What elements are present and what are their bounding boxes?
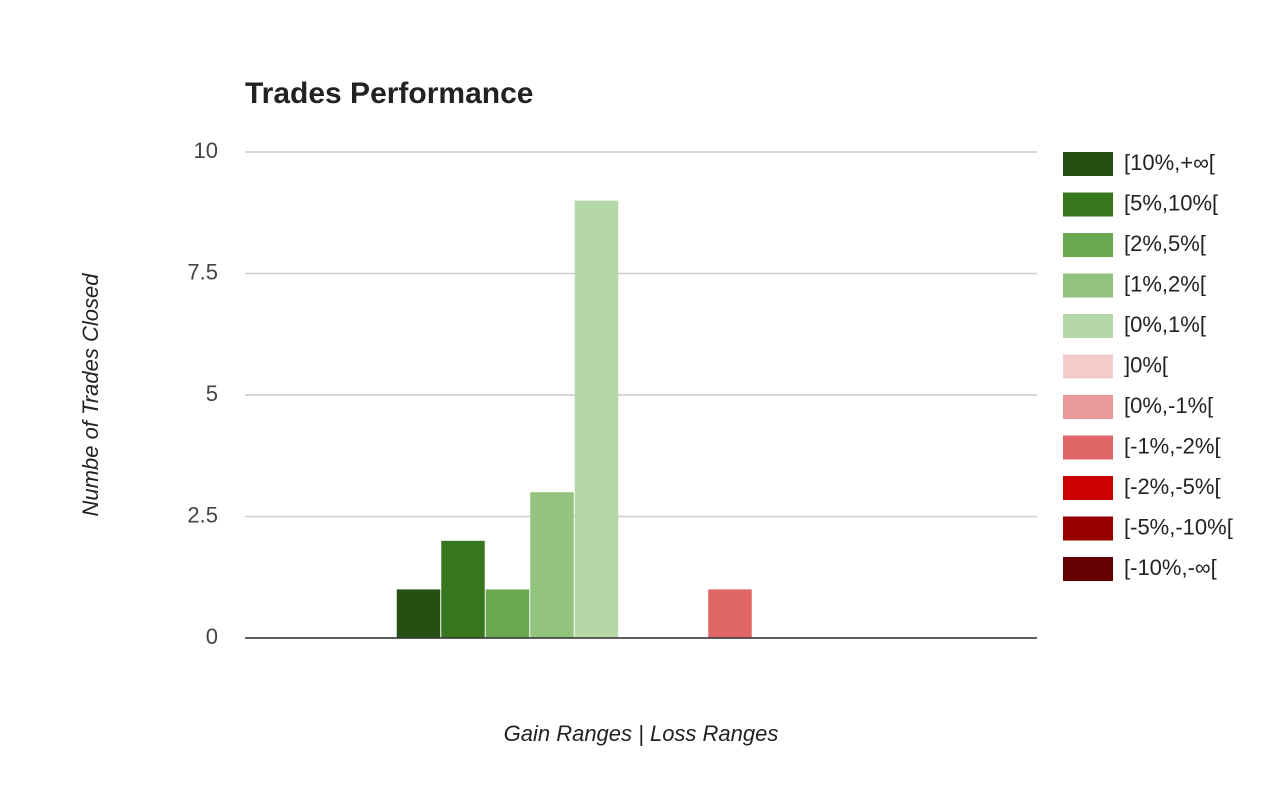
y-tick-label: 10 [194, 138, 218, 163]
legend-label: [-5%,-10%[ [1124, 514, 1233, 539]
legend-swatch [1063, 233, 1113, 257]
legend-swatch [1063, 476, 1113, 500]
legend-swatch [1063, 273, 1113, 298]
chart-title: Trades Performance [245, 77, 533, 110]
bar [485, 589, 530, 638]
legend-swatch [1063, 192, 1113, 217]
legend-swatch [1063, 354, 1113, 379]
x-axis-title: Gain Ranges | Loss Ranges [504, 721, 779, 746]
bar [396, 589, 441, 638]
legend-label: [5%,10%[ [1124, 190, 1218, 215]
legend-swatch [1063, 395, 1113, 419]
legend-label: [0%,-1%[ [1124, 393, 1213, 418]
bar [441, 540, 485, 638]
legend-label: [1%,2%[ [1124, 271, 1206, 296]
y-axis-title: Numbe of Trades Closed [78, 273, 103, 517]
legend-swatch [1063, 314, 1113, 338]
legend-label: [-1%,-2%[ [1124, 433, 1221, 458]
legend-label: [0%,1%[ [1124, 312, 1206, 337]
bar [530, 492, 574, 638]
legend-label: [-2%,-5%[ [1124, 474, 1221, 499]
legend-swatch [1063, 557, 1113, 581]
legend-label: [-10%,-∞[ [1124, 555, 1217, 580]
y-tick-label: 5 [206, 381, 218, 406]
y-tick-label: 7.5 [187, 259, 218, 284]
legend-label: ]0%[ [1124, 352, 1168, 377]
legend-swatch [1063, 435, 1113, 460]
legend-label: [2%,5%[ [1124, 231, 1206, 256]
y-tick-label: 2.5 [187, 502, 218, 527]
bar [574, 200, 619, 638]
legend-label: [10%,+∞[ [1124, 150, 1215, 175]
legend-swatch [1063, 152, 1113, 176]
y-tick-label: 0 [206, 624, 218, 649]
bar [708, 589, 752, 638]
legend-swatch [1063, 516, 1113, 541]
